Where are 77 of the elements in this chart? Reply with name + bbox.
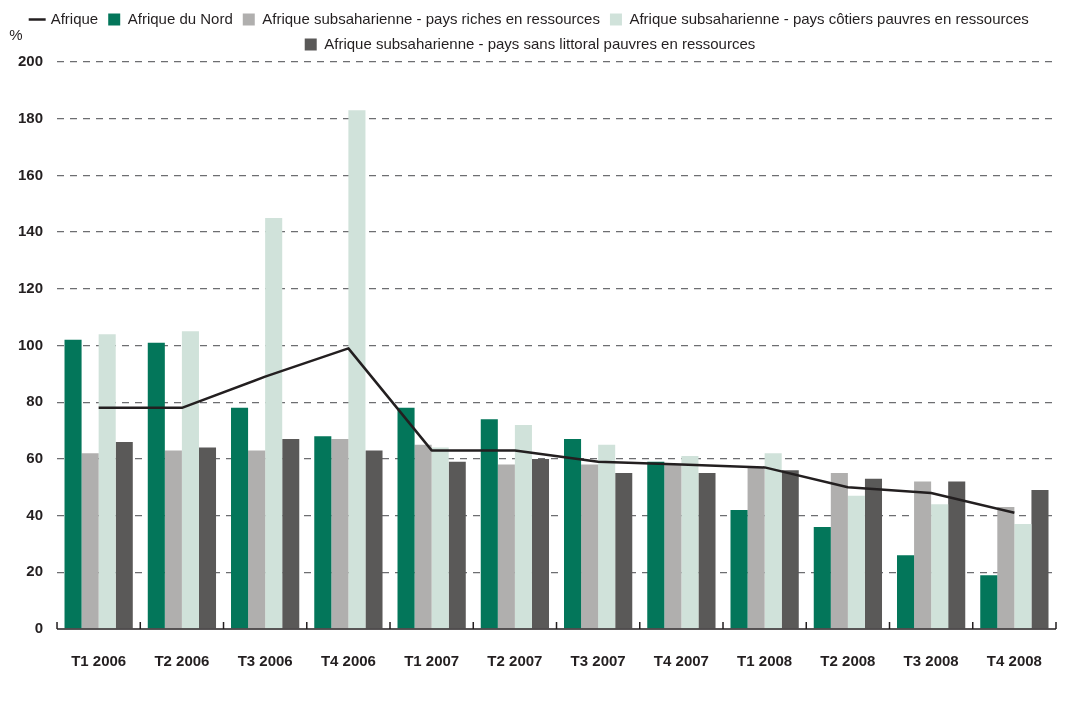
x-tick-label: T2 2008 [820,652,876,670]
bar [365,450,383,629]
bar [64,339,82,629]
bar [265,217,283,629]
bar [847,495,865,629]
bar [781,470,799,629]
y-tick-label: 180 [18,108,44,126]
x-tick-label: T4 2007 [653,652,709,670]
y-tick-label: 200 [18,52,44,70]
bar [397,407,415,629]
x-tick-label: T2 2007 [487,652,543,670]
y-tick-label: 0 [34,619,44,637]
bar [598,444,616,629]
bar [931,504,949,629]
bar [531,458,550,629]
y-tick-label: 60 [26,449,44,467]
bar [314,436,332,629]
bar [764,453,782,629]
bar [348,110,366,629]
bar [681,456,699,629]
legend-label: Afrique subsaharienne - pays riches en ressources [262,9,600,27]
bar [164,450,182,629]
x-tick-label: T1 2008 [737,652,793,670]
legend-label: Afrique du Nord [127,9,233,27]
bar [730,509,748,629]
x-tick-label: T3 2007 [570,652,626,670]
y-tick-label: 120 [18,278,44,296]
legend-label: Afrique subsaharienne - pays sans littoral pauvres en ressources [324,34,756,52]
bar [980,575,998,629]
bar [897,555,915,629]
bar [81,453,99,629]
bar [414,444,432,629]
bar [331,439,349,629]
bar [948,481,966,629]
bar [147,342,165,629]
bar [448,461,466,629]
x-tick-label: T3 2008 [903,652,959,670]
bar [282,439,300,629]
bar [864,478,883,629]
bar [581,464,599,629]
legend-label: Afrique [50,9,99,27]
x-tick-label: T4 2006 [320,652,376,670]
y-tick-label: 160 [18,165,44,183]
bar [830,473,848,629]
bar [181,331,199,629]
bar [231,407,249,629]
x-tick-label: T2 2006 [154,652,210,670]
bar [1031,490,1049,629]
x-tick-label: T1 2007 [404,652,460,670]
bar [914,481,932,629]
x-tick-label: T1 2006 [71,652,127,670]
bar [698,473,716,629]
bar [98,334,116,629]
bar [997,507,1015,629]
bar [813,526,831,629]
legend-label: Afrique subsaharienne - pays côtiers pauvres en ressources [629,9,1029,27]
y-tick-label: 40 [26,505,44,523]
bar [664,464,682,629]
bar [115,441,133,629]
bar [198,447,217,629]
y-tick-label: 100 [18,335,44,353]
x-tick-label: T4 2008 [986,652,1042,670]
bar [615,473,633,629]
bar [647,461,665,629]
y-tick-label: 20 [26,562,44,580]
bar [514,424,532,629]
y-tick-label: 140 [18,222,44,240]
bar [497,464,515,629]
bar [1014,524,1032,629]
bar [747,467,765,629]
y-axis-title: % [9,26,23,44]
x-tick-label: T3 2006 [237,652,293,670]
bar [564,439,582,629]
y-tick-label: 80 [26,392,44,410]
bar [480,419,498,629]
bar [248,450,266,629]
bar [431,447,449,629]
